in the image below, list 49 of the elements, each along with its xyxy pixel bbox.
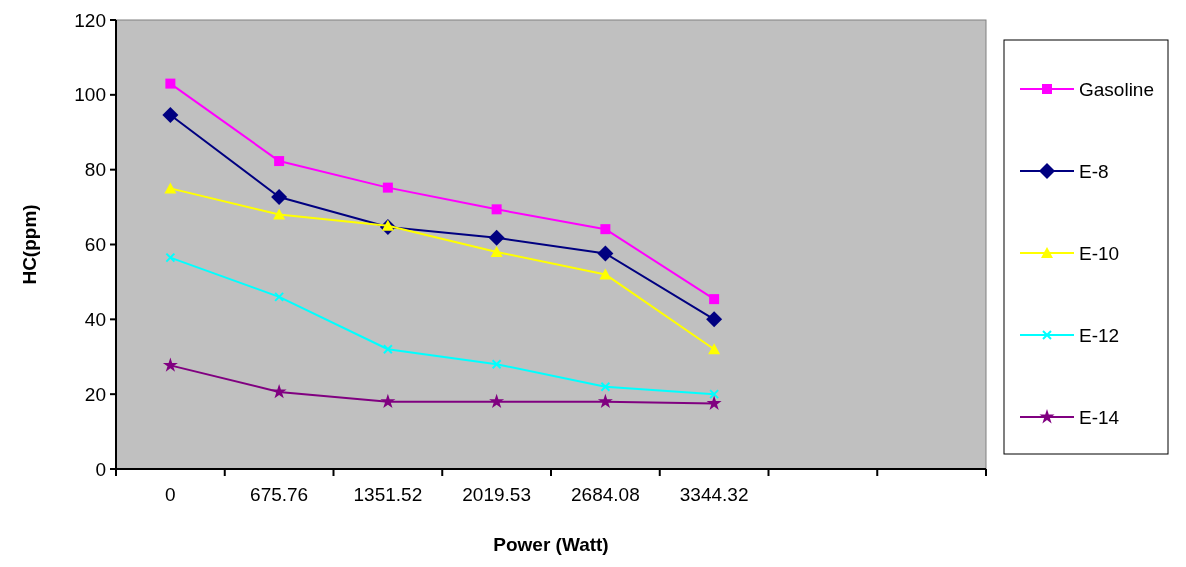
x-axis-title: Power (Watt) [493, 534, 609, 555]
point [162, 357, 178, 372]
point [491, 359, 502, 370]
y-tick-label: 60 [84, 234, 106, 256]
y-tick-label: 20 [84, 383, 106, 405]
point [165, 78, 176, 89]
y-tick-label: 120 [74, 9, 106, 31]
point [380, 393, 396, 409]
point [599, 268, 612, 280]
y-tick-label: 100 [74, 84, 106, 106]
point [490, 245, 503, 257]
point [273, 208, 286, 220]
point [600, 224, 611, 235]
point [708, 343, 721, 355]
point [709, 389, 720, 400]
x-tick-label: 2684.08 [571, 484, 640, 505]
point [597, 245, 614, 262]
x-tick-label: 2019.53 [462, 484, 531, 505]
point [600, 381, 611, 392]
y-axis-title: HC(ppm) [19, 204, 40, 285]
point [488, 229, 505, 246]
x-tick-label: 1351.52 [353, 484, 423, 505]
x-tick-label: 0 [165, 484, 176, 505]
legend-label: E-12 [1079, 324, 1120, 346]
point [162, 107, 179, 124]
y-tick-label: 80 [84, 159, 106, 181]
legend-label: E-14 [1079, 406, 1120, 428]
point [706, 395, 722, 410]
point [706, 311, 723, 328]
point [709, 294, 720, 305]
point [489, 393, 505, 409]
point [491, 204, 502, 215]
point [271, 384, 287, 399]
point [382, 182, 393, 193]
y-tick-label: 40 [84, 308, 106, 330]
point [382, 344, 393, 355]
legend-label: E-8 [1079, 160, 1109, 182]
point [274, 291, 285, 302]
point [164, 182, 177, 194]
point [381, 219, 394, 231]
y-tick-label: 0 [95, 458, 106, 480]
legend-label: Gasoline [1079, 78, 1154, 100]
legend-label: E-10 [1079, 242, 1120, 264]
x-tick-label: 675.76 [250, 484, 309, 505]
point [271, 188, 288, 205]
x-tick-label: 3344.32 [679, 484, 749, 505]
point [597, 393, 613, 409]
point [165, 252, 176, 263]
point [274, 156, 285, 167]
